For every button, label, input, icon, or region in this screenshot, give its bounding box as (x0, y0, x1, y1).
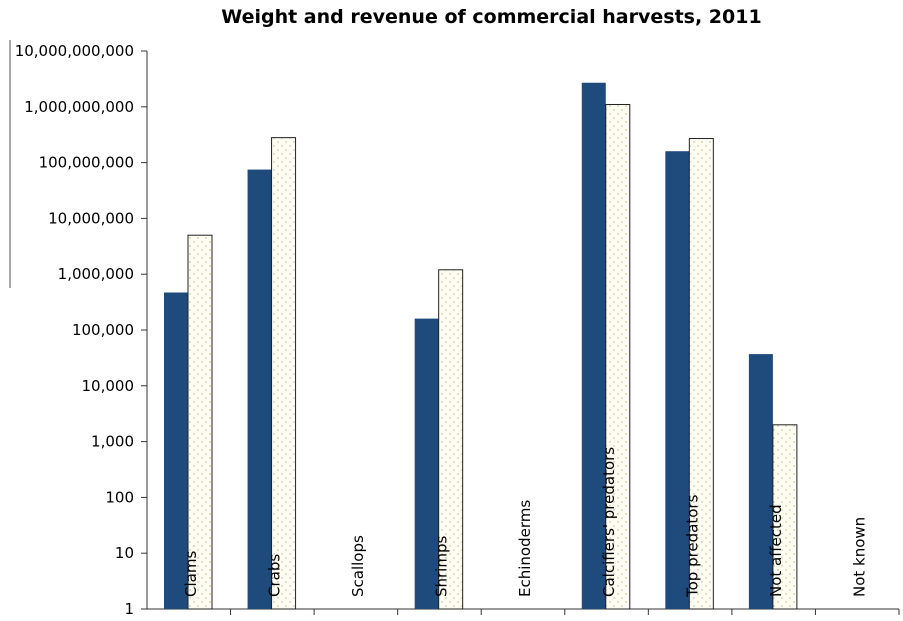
category-label: Not affected (767, 504, 785, 597)
bar-dotted (688, 138, 714, 610)
category-label: Shrimps (433, 536, 451, 597)
y-tick-label: 1 (124, 600, 134, 618)
bar-dotted (271, 137, 297, 610)
bar-dotted (438, 269, 464, 610)
y-tick-label: 100,000,000 (39, 154, 134, 172)
bar-solid (247, 169, 272, 609)
category-label: Top predators (683, 494, 701, 598)
y-tick-label: 10,000 (82, 377, 135, 395)
bar-dotted (772, 424, 798, 610)
bar-solid (581, 82, 606, 609)
category-label: Clams (182, 551, 200, 597)
category-label: Not known (850, 517, 868, 597)
bar-solid (414, 318, 439, 609)
y-tick-label: 10,000,000 (48, 209, 134, 227)
category-label: Echinoderms (516, 500, 534, 597)
y-tick-label: 1,000,000 (58, 265, 134, 283)
y-tick-label: 100,000 (72, 321, 134, 339)
y-tick-label: 100 (105, 488, 134, 506)
bar-dotted (605, 103, 631, 610)
category-label: Crabs (266, 554, 284, 597)
bar-solid (665, 151, 690, 610)
category-label: Calcifiers' predators (600, 447, 618, 597)
y-tick-label: 1,000,000,000 (24, 98, 134, 116)
y-tick-label: 10,000,000,000 (15, 42, 134, 60)
category-label: Scallops (349, 535, 367, 597)
y-tick-label: 10 (115, 544, 134, 562)
bar-solid (164, 292, 188, 609)
y-tick-label: 1,000 (91, 433, 134, 451)
bar-solid (748, 354, 773, 609)
bar-dotted (187, 234, 213, 610)
chart-title: Weight and revenue of commercial harvest… (221, 6, 762, 28)
